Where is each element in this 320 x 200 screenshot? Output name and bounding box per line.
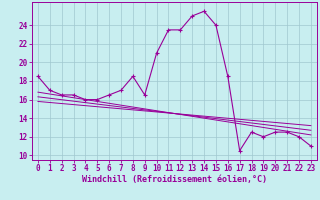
X-axis label: Windchill (Refroidissement éolien,°C): Windchill (Refroidissement éolien,°C) bbox=[82, 175, 267, 184]
